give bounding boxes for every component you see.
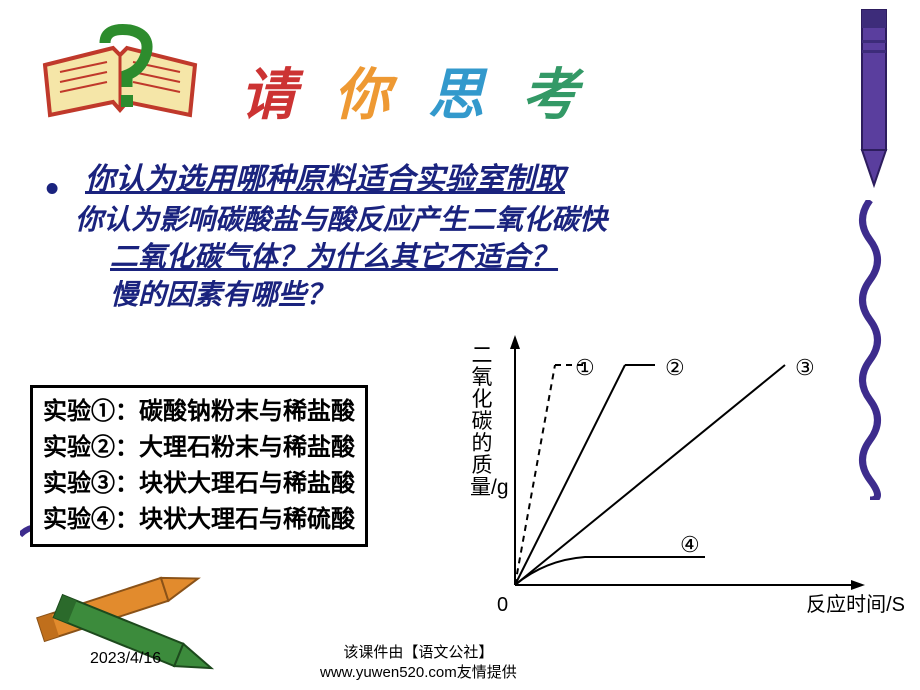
title-char-3: 思 — [428, 65, 496, 127]
question-line-4: 慢的因素有哪些？ — [110, 276, 850, 314]
footer-credit: 该课件由【语文公社】 www.yuwen520.com友情提供 — [320, 643, 517, 682]
question-text: • 你认为选用哪种原料适合实验室制取 你认为影响碳酸盐与酸反应产生二氧化碳快 二… — [50, 160, 850, 314]
chart-origin-label: 0 — [497, 594, 508, 617]
experiment-row: 实验①：碳酸钠粉末与稀盐酸 — [43, 394, 355, 430]
title-char-4: 考 — [522, 65, 590, 127]
footer-credit-line-2: www.yuwen520.com友情提供 — [320, 663, 517, 683]
book-question-icon — [35, 20, 205, 140]
chart-label-2: ② — [665, 355, 685, 381]
title-char-1: 请 — [240, 65, 308, 127]
experiment-row: 实验④：块状大理石与稀硫酸 — [43, 502, 355, 538]
chart-label-4: ④ — [680, 532, 700, 558]
question-line-1: 你认为选用哪种原料适合实验室制取 — [85, 160, 850, 201]
footer-date: 2023/4/16 — [90, 650, 161, 668]
footer-credit-line-1: 该课件由【语文公社】 — [320, 643, 517, 663]
question-line-2: 你认为影响碳酸盐与酸反应产生二氧化碳快 — [75, 201, 850, 239]
experiment-row: 实验③：块状大理石与稀盐酸 — [43, 466, 355, 502]
chart-y-axis-label: 二氧化碳的质量/g — [470, 345, 494, 499]
chart-label-3: ③ — [795, 355, 815, 381]
experiments-list: 实验①：碳酸钠粉末与稀盐酸 实验②：大理石粉末与稀盐酸 实验③：块状大理石与稀盐… — [30, 385, 368, 547]
crayon-purple-icon — [850, 0, 900, 190]
reaction-chart: 二氧化碳的质量/g ① ② ③ ④ 0 反应时间/S — [470, 335, 890, 615]
chart-label-1: ① — [575, 355, 595, 381]
title-char-2: 你 — [334, 65, 402, 127]
bullet-icon: • — [45, 164, 58, 215]
question-line-3: 二氧化碳气体？为什么其它不适合？ — [110, 238, 850, 276]
slide-title: 请 你 思 考 — [240, 50, 590, 131]
chart-x-axis-label: 反应时间/S — [806, 588, 905, 617]
experiment-row: 实验②：大理石粉末与稀盐酸 — [43, 430, 355, 466]
